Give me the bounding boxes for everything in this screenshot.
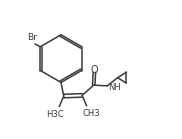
Text: Br: Br	[27, 33, 37, 42]
Text: CH3: CH3	[82, 109, 100, 118]
Text: NH: NH	[108, 83, 121, 92]
Text: H3C: H3C	[46, 110, 64, 119]
Text: O: O	[91, 65, 98, 75]
